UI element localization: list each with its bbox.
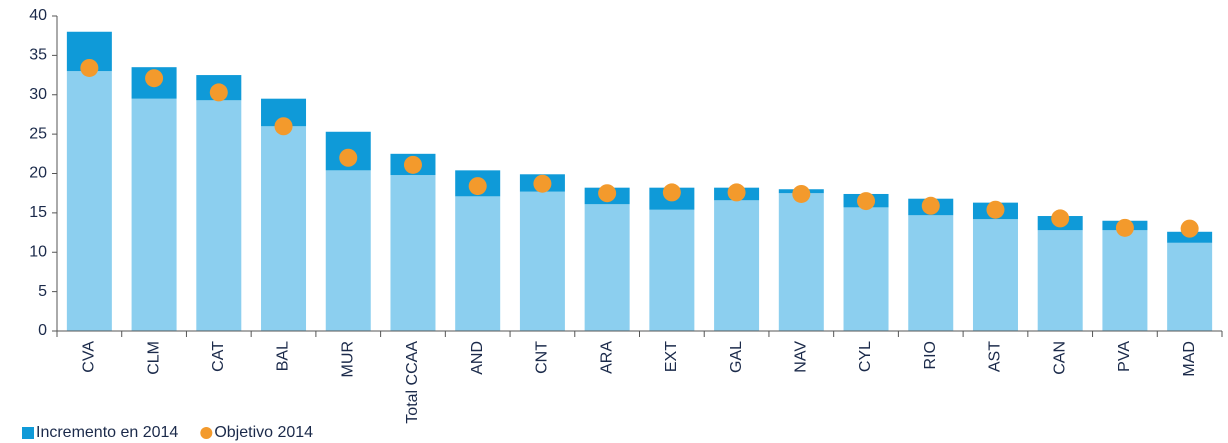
x-tick-label: NAV bbox=[793, 341, 810, 373]
y-tick-label: 40 bbox=[29, 7, 47, 24]
y-tick-label: 35 bbox=[29, 47, 47, 64]
x-tick-label: CYL bbox=[857, 341, 874, 372]
objective-dot bbox=[1115, 218, 1134, 237]
objective-dot bbox=[986, 200, 1005, 219]
legend-swatch bbox=[200, 427, 213, 439]
objective-dot bbox=[403, 155, 422, 174]
bar-segment bbox=[455, 196, 501, 331]
x-tick-label: BAL bbox=[275, 341, 292, 371]
x-tick-label: AND bbox=[469, 341, 486, 375]
bar-segment bbox=[1037, 230, 1083, 331]
x-tick-label: GAL bbox=[728, 341, 745, 373]
y-tick-label: 25 bbox=[29, 125, 47, 142]
y-tick-label: 20 bbox=[29, 165, 47, 182]
objective-dot bbox=[274, 117, 293, 136]
y-tick-label: 15 bbox=[29, 204, 47, 221]
objective-dot bbox=[145, 69, 164, 88]
objective-dot bbox=[921, 196, 940, 215]
x-tick-label: CVA bbox=[81, 341, 98, 373]
y-tick-label: 5 bbox=[38, 283, 47, 300]
bar-segment bbox=[325, 170, 371, 331]
bar-segment bbox=[66, 71, 112, 331]
x-tick-label: CAN bbox=[1051, 341, 1068, 375]
x-tick-label: CAT bbox=[210, 341, 227, 372]
x-tick-label: ARA bbox=[598, 341, 615, 374]
objective-dot bbox=[662, 183, 681, 202]
x-tick-label: RIO bbox=[922, 341, 939, 369]
x-tick-label: CNT bbox=[534, 341, 551, 374]
bar-segment bbox=[1167, 242, 1213, 331]
x-tick-label: MUR bbox=[339, 341, 356, 377]
bar-segment bbox=[390, 175, 436, 331]
objective-dot bbox=[533, 174, 552, 193]
legend-label: Objetivo 2014 bbox=[214, 424, 313, 441]
bar-segment bbox=[972, 219, 1018, 331]
bar-segment bbox=[196, 100, 242, 331]
y-tick-label: 10 bbox=[29, 243, 47, 260]
x-tick-label: PVA bbox=[1116, 341, 1133, 372]
bar-segment bbox=[1102, 230, 1148, 331]
bar-segment bbox=[584, 204, 630, 331]
x-tick-label: AST bbox=[987, 341, 1004, 372]
objective-dot bbox=[1051, 209, 1070, 228]
x-tick-label: MAD bbox=[1181, 341, 1198, 377]
bar-segment bbox=[778, 193, 824, 331]
bar-segment bbox=[843, 207, 889, 331]
bar-segment bbox=[261, 126, 307, 331]
y-tick-label: 30 bbox=[29, 86, 47, 103]
bar-segment bbox=[908, 215, 954, 331]
objective-dot bbox=[468, 177, 487, 196]
x-tick-label: CLM bbox=[145, 341, 162, 375]
bar-segment bbox=[131, 98, 177, 331]
objective-dot bbox=[1180, 219, 1199, 238]
x-tick-label: Total CCAA bbox=[404, 341, 421, 424]
objective-dot bbox=[339, 148, 358, 167]
bar-segment bbox=[714, 200, 760, 331]
y-tick-label: 0 bbox=[38, 322, 47, 339]
objective-dot bbox=[80, 58, 99, 77]
bar-segment bbox=[519, 191, 565, 331]
x-tick-label: EXT bbox=[663, 341, 680, 372]
objective-dot bbox=[209, 83, 228, 102]
objective-dot bbox=[727, 183, 746, 202]
legend-swatch bbox=[22, 427, 34, 439]
legend-label: Incremento en 2014 bbox=[36, 424, 178, 441]
bar-segment bbox=[649, 209, 695, 331]
objective-dot bbox=[857, 192, 876, 211]
objective-dot bbox=[598, 184, 617, 203]
objective-dot bbox=[792, 184, 811, 203]
